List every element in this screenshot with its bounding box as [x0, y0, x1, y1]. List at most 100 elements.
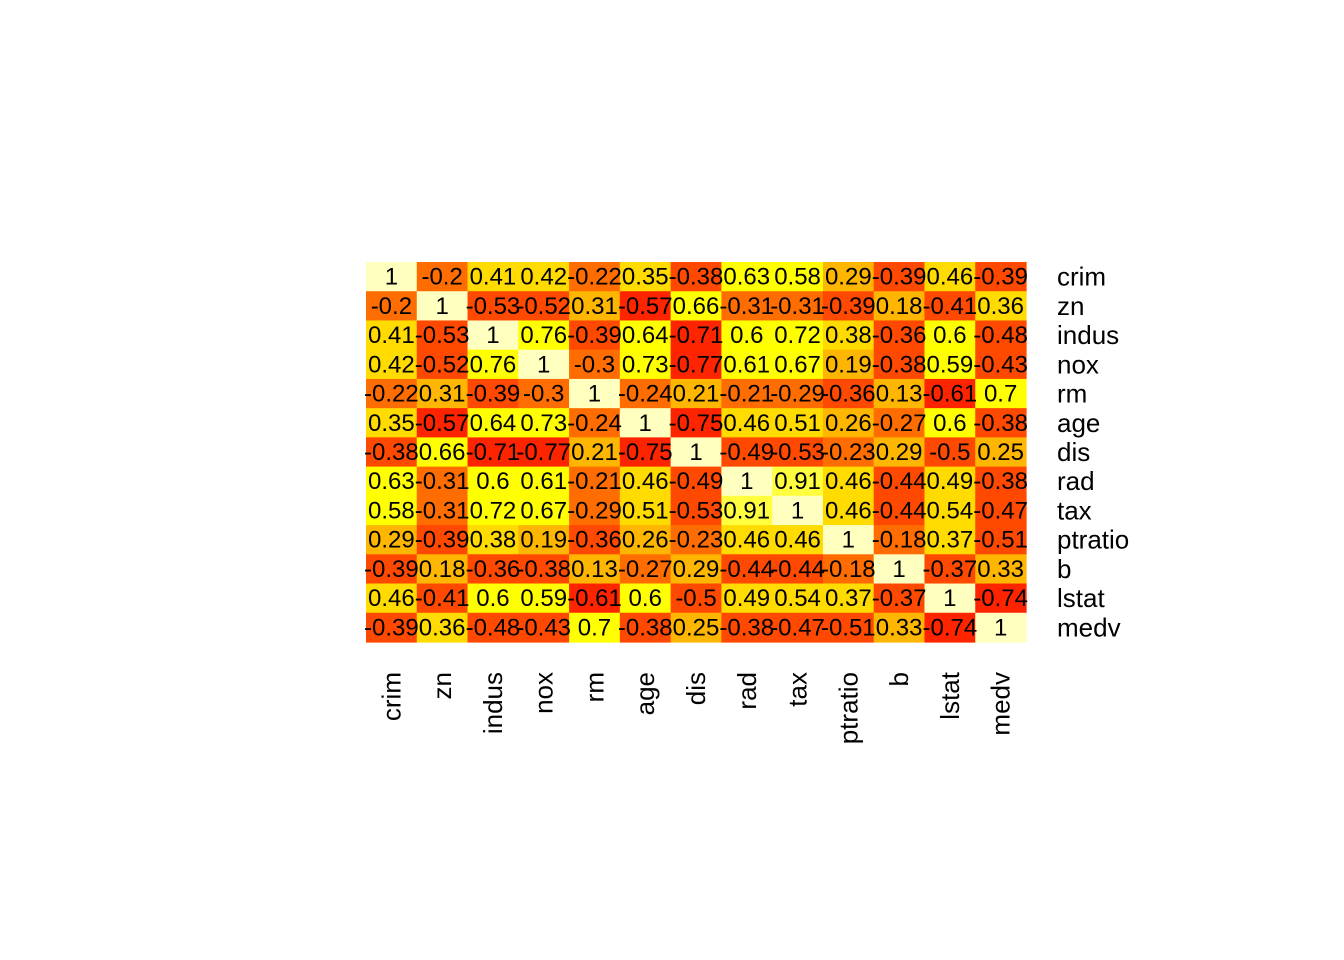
cell-label-b-age: -0.27	[618, 556, 673, 583]
heatmap-cell-ptratio-ptratio	[822, 525, 875, 555]
heatmap-cell-dis-zn	[416, 437, 469, 468]
heatmap-cell-medv-age	[619, 612, 672, 643]
heatmap-cell-crim-tax	[772, 262, 824, 292]
heatmap-cell-ptratio-dis	[670, 525, 722, 555]
heatmap-cell-medv-zn	[416, 612, 469, 643]
col-label-zn: zn	[427, 672, 457, 699]
heatmap-cell-crim-ptratio	[822, 262, 875, 292]
heatmap-cell-age-age	[619, 408, 672, 438]
heatmap-cell-zn-ptratio	[822, 291, 875, 322]
cell-label-tax-lstat: 0.54	[927, 497, 974, 524]
heatmap-cell-rad-lstat	[924, 466, 976, 497]
cell-label-zn-rm: 0.31	[571, 293, 618, 320]
cell-label-zn-medv: 0.36	[977, 293, 1024, 320]
cell-label-nox-crim: 0.42	[368, 351, 415, 378]
col-label-tax: tax	[783, 672, 813, 707]
heatmap-cell-medv-tax	[772, 612, 824, 643]
cell-label-age-dis: -0.75	[669, 410, 724, 437]
cell-label-rm-crim: -0.22	[364, 381, 419, 408]
heatmap-cell-crim-rm	[569, 262, 621, 292]
cell-label-dis-tax: -0.53	[770, 439, 825, 466]
cell-label-tax-indus: 0.72	[470, 497, 517, 524]
cell-label-ptratio-zn: -0.39	[415, 527, 470, 554]
heatmap-cell-dis-tax	[772, 437, 824, 468]
heatmap-cell-medv-lstat	[924, 612, 976, 643]
cell-label-rad-b: -0.44	[872, 468, 927, 495]
cell-label-dis-indus: -0.71	[466, 439, 521, 466]
heatmap-cell-ptratio-tax	[772, 525, 824, 555]
heatmap-cell-indus-crim	[366, 320, 418, 351]
heatmap-cell-dis-b	[873, 437, 926, 468]
cell-label-dis-dis: 1	[689, 439, 702, 466]
heatmap-cell-crim-age	[619, 262, 672, 292]
col-label-lstat: lstat	[935, 671, 965, 719]
cell-label-tax-ptratio: 0.46	[825, 497, 872, 524]
heatmap-cell-rad-crim	[366, 466, 418, 497]
heatmap-cell-rad-indus	[467, 466, 519, 497]
heatmap-cell-lstat-crim	[366, 583, 418, 614]
heatmap-cell-medv-ptratio	[822, 612, 875, 643]
cell-label-nox-medv: -0.43	[973, 351, 1028, 378]
heatmap-cell-crim-lstat	[924, 262, 976, 292]
cell-label-rm-age: -0.24	[618, 381, 673, 408]
heatmap-cell-crim-medv	[975, 262, 1027, 292]
cell-label-medv-rad: -0.38	[719, 614, 774, 641]
heatmap-cell-nox-lstat	[924, 349, 976, 380]
heatmap-cell-lstat-dis	[670, 583, 722, 614]
heatmap-cell-ptratio-indus	[467, 525, 519, 555]
heatmap-cell-dis-rad	[721, 437, 773, 468]
heatmap-cell-rm-b	[873, 378, 926, 409]
cell-label-b-ptratio: -0.18	[821, 556, 876, 583]
cell-label-zn-age: -0.57	[618, 293, 673, 320]
cell-label-indus-b: -0.36	[872, 322, 927, 349]
cell-label-age-zn: -0.57	[415, 410, 470, 437]
cell-label-rad-zn: -0.31	[415, 468, 470, 495]
heatmap-cell-crim-crim	[366, 262, 418, 292]
cell-label-b-nox: -0.38	[516, 556, 571, 583]
cell-label-lstat-medv: -0.74	[973, 585, 1028, 612]
row-label-tax: tax	[1057, 495, 1092, 525]
cell-label-crim-ptratio: 0.29	[825, 264, 872, 291]
heatmap-cell-tax-rad	[721, 495, 773, 526]
row-label-medv: medv	[1057, 612, 1121, 642]
heatmap-cell-dis-crim	[366, 437, 418, 468]
col-label-dis: dis	[681, 672, 711, 705]
cell-label-crim-age: 0.35	[622, 264, 669, 291]
cell-label-medv-nox: -0.43	[516, 614, 571, 641]
cell-label-lstat-b: -0.37	[872, 585, 927, 612]
heatmap-cell-dis-age	[619, 437, 672, 468]
heatmap-cell-tax-lstat	[924, 495, 976, 526]
heatmap-cell-ptratio-medv	[975, 525, 1027, 555]
heatmap-cell-b-rm	[569, 554, 621, 585]
cell-label-rm-dis: 0.21	[673, 381, 720, 408]
heatmap-cell-lstat-age	[619, 583, 672, 614]
cell-label-nox-age: 0.73	[622, 351, 669, 378]
cell-label-medv-lstat: -0.74	[923, 614, 978, 641]
cell-label-lstat-tax: 0.54	[774, 585, 821, 612]
cell-label-tax-b: -0.44	[872, 497, 927, 524]
heatmap-cell-rm-nox	[518, 378, 570, 409]
cell-label-rad-dis: -0.49	[669, 468, 724, 495]
cell-label-ptratio-lstat: 0.37	[927, 527, 974, 554]
cell-label-rad-nox: 0.61	[520, 468, 567, 495]
heatmap-cell-lstat-zn	[416, 583, 469, 614]
heatmap-cell-indus-age	[619, 320, 672, 351]
cell-label-crim-rm: -0.22	[567, 264, 622, 291]
cell-label-age-ptratio: 0.26	[825, 410, 872, 437]
heatmap-cell-tax-ptratio	[822, 495, 875, 526]
cell-label-ptratio-medv: -0.51	[973, 527, 1028, 554]
cell-label-zn-zn: 1	[435, 293, 448, 320]
cell-label-zn-rad: -0.31	[719, 293, 774, 320]
cell-label-rad-ptratio: 0.46	[825, 468, 872, 495]
cell-label-ptratio-nox: 0.19	[520, 527, 567, 554]
heatmap-cell-zn-zn	[416, 291, 469, 322]
heatmap-cell-tax-crim	[366, 495, 418, 526]
row-label-lstat: lstat	[1057, 583, 1105, 613]
cell-label-medv-medv: 1	[994, 614, 1007, 641]
heatmap-cell-lstat-b	[873, 583, 926, 614]
heatmap-cell-tax-age	[619, 495, 672, 526]
heatmap-cell-rm-rm	[569, 378, 621, 409]
heatmap-cell-rm-dis	[670, 378, 722, 409]
cell-label-dis-b: 0.29	[876, 439, 923, 466]
cell-label-rm-medv: 0.7	[984, 381, 1017, 408]
